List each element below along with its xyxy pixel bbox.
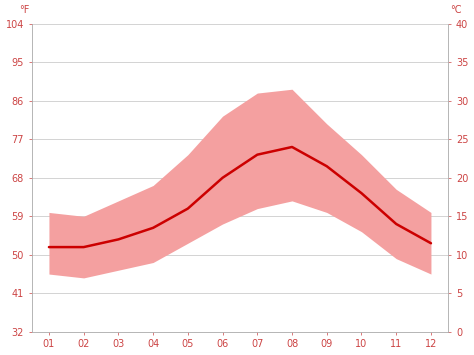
Text: °C: °C [450, 5, 462, 15]
Text: °F: °F [19, 5, 29, 15]
